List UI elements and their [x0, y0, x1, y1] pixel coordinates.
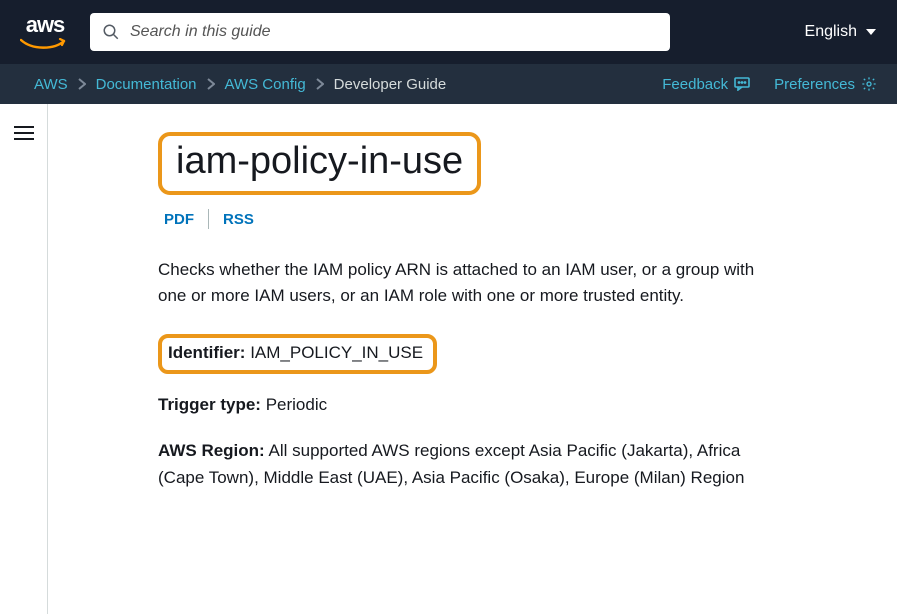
aws-smile-icon: [20, 38, 70, 50]
region-row: AWS Region: All supported AWS regions ex…: [158, 438, 778, 491]
format-links: PDF RSS: [164, 209, 837, 229]
feedback-icon: [734, 77, 750, 91]
preferences-link[interactable]: Preferences: [774, 76, 877, 93]
trigger-label: Trigger type:: [158, 395, 261, 414]
breadcrumb-aws-config[interactable]: AWS Config: [225, 76, 306, 93]
chevron-right-icon: [316, 78, 324, 90]
breadcrumb-documentation[interactable]: Documentation: [96, 76, 197, 93]
identifier-label: Identifier:: [168, 343, 245, 362]
main-content: iam-policy-in-use PDF RSS Checks whether…: [48, 104, 897, 614]
breadcrumb: AWS Documentation AWS Config Developer G…: [34, 76, 446, 93]
chevron-right-icon: [207, 78, 215, 90]
trigger-value: Periodic: [266, 395, 327, 414]
language-selector[interactable]: English: [805, 23, 877, 41]
feedback-label: Feedback: [662, 76, 728, 93]
trigger-row: Trigger type: Periodic: [158, 392, 778, 418]
search-icon: [102, 23, 120, 41]
body-area: iam-policy-in-use PDF RSS Checks whether…: [0, 104, 897, 614]
language-label: English: [805, 23, 857, 41]
side-rail: [0, 104, 48, 614]
region-label: AWS Region:: [158, 441, 265, 460]
top-header: aws English: [0, 0, 897, 64]
identifier-highlight: Identifier: IAM_POLICY_IN_USE: [158, 334, 437, 374]
identifier-value: IAM_POLICY_IN_USE: [250, 343, 423, 362]
chevron-right-icon: [78, 78, 86, 90]
search-box[interactable]: [90, 13, 670, 51]
sub-header: AWS Documentation AWS Config Developer G…: [0, 64, 897, 104]
pdf-link[interactable]: PDF: [164, 211, 208, 228]
chevron-down-icon: [865, 26, 877, 38]
breadcrumb-current: Developer Guide: [334, 76, 447, 93]
rule-description: Checks whether the IAM policy ARN is att…: [158, 257, 778, 310]
sub-header-actions: Feedback Preferences: [662, 76, 877, 93]
search-input[interactable]: [130, 23, 658, 41]
menu-toggle-icon[interactable]: [14, 122, 34, 144]
breadcrumb-aws[interactable]: AWS: [34, 76, 68, 93]
aws-logo[interactable]: aws: [20, 14, 70, 50]
identifier-row: Identifier: IAM_POLICY_IN_USE: [168, 340, 423, 366]
gear-icon: [861, 76, 877, 92]
aws-logo-text: aws: [26, 14, 65, 36]
page-title-highlight: iam-policy-in-use: [158, 132, 481, 195]
feedback-link[interactable]: Feedback: [662, 76, 750, 93]
preferences-label: Preferences: [774, 76, 855, 93]
rss-link[interactable]: RSS: [209, 211, 268, 228]
page-title: iam-policy-in-use: [176, 140, 463, 183]
